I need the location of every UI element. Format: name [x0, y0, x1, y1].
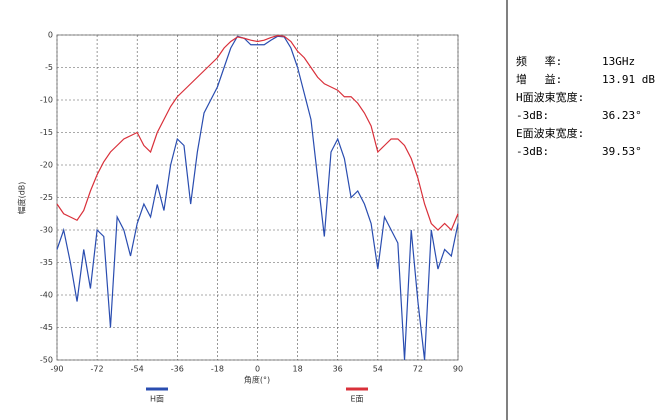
y-tick-label: -45: [40, 323, 53, 332]
y-tick-label: 0: [48, 31, 53, 40]
info-label: H面波束宽度:: [516, 90, 584, 104]
y-tick-label: -15: [40, 128, 53, 137]
info-panel: 频 率: 13GHz 增 益: 13.91 dB H面波束宽度: -3dB: 36.23° E…: [516, 54, 655, 158]
info-value: 39.53°: [602, 145, 642, 158]
info-label: -3dB:: [516, 109, 549, 122]
y-tick-label: -25: [40, 193, 53, 202]
x-tick-label: 72: [413, 365, 423, 374]
x-tick-label: 36: [333, 365, 343, 374]
info-value: 13GHz: [602, 55, 635, 68]
legend-label: H面: [150, 395, 164, 404]
x-tick-label: 18: [293, 365, 303, 374]
info-label: 增 益:: [516, 72, 562, 86]
x-tick-label: -90: [50, 365, 63, 374]
info-label: 频 率:: [516, 54, 562, 68]
y-tick-label: -20: [40, 161, 53, 170]
x-tick-label: -18: [211, 365, 224, 374]
y-tick-label: -5: [45, 63, 53, 72]
y-tick-label: -50: [40, 356, 53, 365]
y-tick-label: -40: [40, 291, 53, 300]
x-tick-label: 90: [453, 365, 463, 374]
info-value: 13.91 dB: [602, 73, 655, 86]
x-tick-label: -72: [91, 365, 104, 374]
y-axis-label: 幅度(dB): [17, 182, 27, 215]
x-tick-label: -36: [171, 365, 184, 374]
info-label: -3dB:: [516, 145, 549, 158]
y-tick-label: -30: [40, 226, 53, 235]
y-tick-label: -35: [40, 258, 53, 267]
legend-label: E面: [350, 395, 363, 404]
info-value: 36.23°: [602, 109, 642, 122]
x-axis-label: 角度(°): [244, 375, 270, 385]
series-line: [56, 35, 459, 361]
x-tick-label: -54: [131, 365, 144, 374]
info-label: E面波束宽度:: [516, 126, 584, 140]
y-tick-label: -10: [40, 96, 53, 105]
x-tick-label: 54: [373, 365, 383, 374]
x-tick-label: 0: [255, 365, 260, 374]
series-line: [56, 35, 459, 232]
